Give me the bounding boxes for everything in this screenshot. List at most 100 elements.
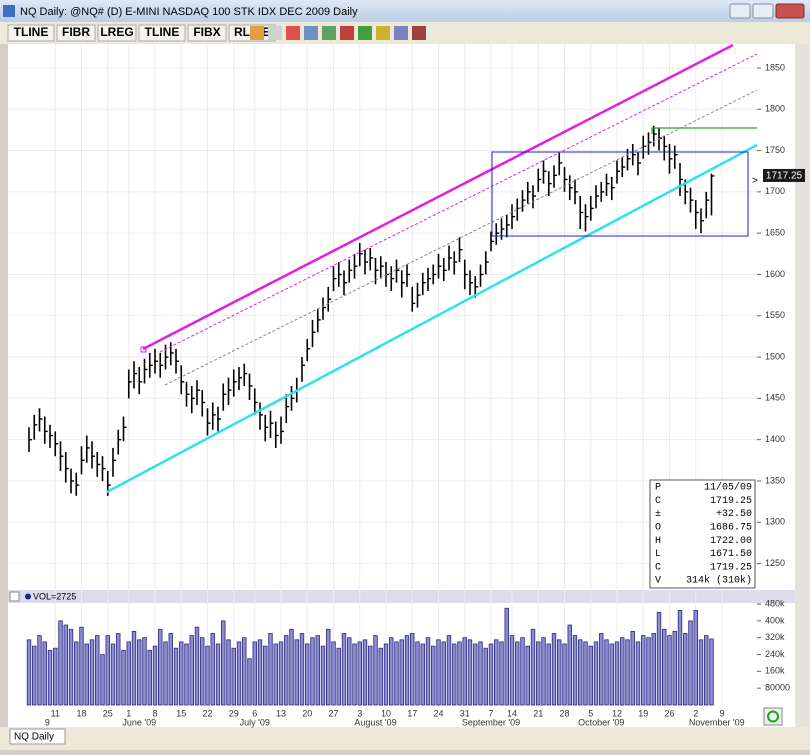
volume-bar xyxy=(515,641,520,706)
volume-bar xyxy=(530,628,536,706)
data-window-key: C xyxy=(655,496,661,507)
volume-bar xyxy=(189,635,194,706)
volume-bar xyxy=(688,620,693,706)
tool-button[interactable] xyxy=(7,24,55,42)
refresh-button[interactable] xyxy=(763,707,783,726)
volume-bar xyxy=(478,641,483,706)
tool-button[interactable] xyxy=(97,24,137,42)
volume-bar xyxy=(205,645,210,706)
tab[interactable] xyxy=(9,728,66,745)
icon[interactable] xyxy=(412,26,426,40)
volume-bar xyxy=(315,635,320,706)
icon[interactable] xyxy=(358,26,372,40)
icon[interactable] xyxy=(376,26,390,40)
volume-bar xyxy=(704,635,709,706)
y-tick-label: 480k xyxy=(765,598,785,608)
x-tick-label: 31 xyxy=(460,708,470,718)
maximize-button[interactable] xyxy=(752,3,774,19)
x-tick-label: 11 xyxy=(51,708,60,718)
close-button[interactable] xyxy=(775,3,805,19)
volume-bar xyxy=(116,633,121,706)
volume-bar xyxy=(494,639,499,706)
volume-bar xyxy=(163,641,168,706)
volume-bar xyxy=(236,641,242,706)
x-tick-label: 20 xyxy=(302,708,312,718)
x-tick-label: 1 xyxy=(126,708,131,718)
x-tick-label: 7 xyxy=(488,708,493,718)
data-window-key: L xyxy=(655,549,661,560)
icon[interactable] xyxy=(286,26,300,40)
volume-bar xyxy=(410,633,415,706)
volume-bar xyxy=(572,635,578,706)
volume-bar xyxy=(567,624,572,706)
volume-bar xyxy=(499,641,504,706)
volume-bar xyxy=(173,647,179,706)
volume-bar xyxy=(609,643,614,706)
volume-bar xyxy=(604,639,609,706)
icon[interactable] xyxy=(322,26,336,40)
y-tick-label: 1600 xyxy=(765,269,785,279)
volume-bar xyxy=(53,647,58,706)
price-bars xyxy=(28,125,715,496)
app-icon xyxy=(3,5,15,17)
volume-bar xyxy=(404,635,410,706)
volume-bar xyxy=(326,628,331,706)
volume-bar xyxy=(289,628,294,706)
volume-bar xyxy=(268,633,273,706)
data-window-value: 11/05/09 xyxy=(704,482,752,494)
y-tick-label: 320k xyxy=(765,632,785,642)
volume-bar xyxy=(231,647,236,706)
tool-button[interactable] xyxy=(56,24,96,42)
icon[interactable] xyxy=(304,26,318,40)
icon[interactable] xyxy=(394,26,408,40)
volume-bar xyxy=(635,641,641,706)
volume-bar xyxy=(504,607,509,706)
data-window-value: 1686.75 xyxy=(710,523,752,534)
icon[interactable] xyxy=(340,26,354,40)
x-tick-label: 18 xyxy=(76,708,86,718)
x-tick-label: 13 xyxy=(276,708,286,718)
data-window-rows: P 11/05/09 C 1719.25 ± +32.50 O 1686.75 H 1722.00… xyxy=(655,482,752,587)
volume-bar xyxy=(630,630,635,706)
window-title: NQ Daily: @NQ# (D) E-MINI NASDAQ 100 STK… xyxy=(20,6,358,18)
icon[interactable] xyxy=(250,26,264,40)
icon[interactable] xyxy=(268,26,282,40)
volume-bar xyxy=(651,633,656,706)
horizontal-line xyxy=(651,127,757,134)
volume-bar xyxy=(336,647,341,706)
volume-bar xyxy=(68,628,74,706)
y-tick-label: 1350 xyxy=(765,475,785,485)
scrollbar[interactable] xyxy=(795,44,810,727)
x-tick-label: 8 xyxy=(152,708,157,718)
y-tick-label: 1700 xyxy=(765,186,785,196)
y-tick-label: 400k xyxy=(765,615,785,625)
volume-bar xyxy=(677,609,683,706)
volume-axis xyxy=(757,603,795,705)
month-label: October '09 xyxy=(578,717,624,727)
y-tick-label: 1550 xyxy=(765,310,785,320)
volume-bar xyxy=(667,635,672,706)
volume-bar xyxy=(152,645,158,706)
tab-label: NQ Daily xyxy=(14,732,54,743)
x-tick-label: 19 xyxy=(638,708,648,718)
volume-bar xyxy=(625,639,630,706)
month-label: August '09 xyxy=(354,717,396,727)
volume-bar xyxy=(362,639,368,706)
volume-bar xyxy=(347,637,352,706)
tool-button[interactable] xyxy=(138,24,186,42)
x-tick-label: 17 xyxy=(407,708,417,718)
volume-bar xyxy=(26,639,32,706)
title-bar xyxy=(0,0,810,22)
volume-bar xyxy=(341,633,347,706)
volume-bar xyxy=(698,639,704,706)
volume-bar xyxy=(263,645,268,706)
minimize-button[interactable] xyxy=(729,3,751,19)
volume-bar xyxy=(672,630,677,706)
volume-bar xyxy=(200,637,205,706)
data-window-key: C xyxy=(655,562,661,573)
tool-button[interactable] xyxy=(187,24,227,42)
pane-close[interactable] xyxy=(9,591,20,602)
status-bar xyxy=(0,727,810,750)
month-label: September '09 xyxy=(462,717,520,727)
